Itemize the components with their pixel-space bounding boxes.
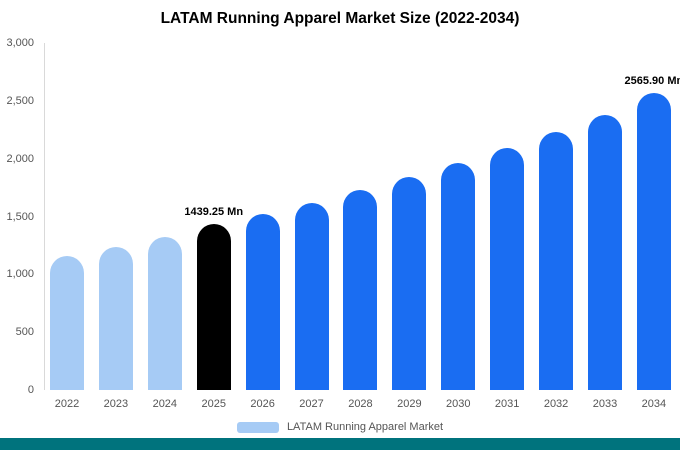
- y-tick-label: 1,500: [6, 210, 34, 223]
- chart-title: LATAM Running Apparel Market Size (2022-…: [160, 10, 520, 27]
- bar-2032[interactable]: [539, 132, 574, 390]
- bar-2034[interactable]: [636, 93, 671, 390]
- footer-strip: [0, 438, 680, 450]
- y-tick-label: 500: [15, 326, 34, 339]
- bar-2022[interactable]: [50, 255, 84, 390]
- bar-value-label: 1439.25 Mn: [184, 205, 244, 218]
- bar-2030[interactable]: [441, 163, 476, 390]
- x-axis-label: 2032: [543, 398, 569, 410]
- bar-slot: 2032: [539, 43, 574, 410]
- legend-label: LATAM Running Apparel Market: [286, 421, 444, 433]
- x-axis-label: 2027: [299, 398, 324, 410]
- bar-slot: 2027: [294, 43, 329, 410]
- bar-slot: 2023: [98, 43, 133, 410]
- x-axis-label: 2026: [250, 398, 275, 410]
- bar-2023[interactable]: [98, 246, 133, 390]
- y-tick-label: 1,000: [6, 268, 34, 281]
- x-axis-label: 2028: [348, 398, 373, 410]
- x-axis-label: 2034: [641, 398, 667, 410]
- bar-slot: 1439.25 Mn 2025: [184, 43, 243, 410]
- x-axis-label: 2025: [201, 398, 226, 410]
- y-tick-label: 3,000: [6, 37, 34, 49]
- bar-2031[interactable]: [490, 148, 525, 390]
- x-axis-label: 2031: [494, 398, 520, 410]
- bar-2029[interactable]: [392, 177, 427, 390]
- y-tick-label: 2,000: [6, 152, 34, 165]
- y-tick-label: 2,500: [6, 94, 34, 107]
- legend-swatch: [236, 421, 279, 433]
- bar-slot: 2031: [490, 43, 525, 410]
- bar-2025[interactable]: [196, 223, 231, 390]
- bar-slot: 2029: [392, 43, 427, 410]
- bar-slot: 2022: [50, 43, 84, 410]
- bar-slot: 2024: [147, 43, 182, 410]
- x-axis-label: 2029: [397, 398, 422, 410]
- x-axis-label: 2030: [446, 398, 471, 410]
- y-tick-label: 0: [27, 384, 34, 396]
- x-axis-label: 2023: [103, 398, 129, 410]
- plot-area: 2022 2023 2024 1439.25 Mn 2025 2026 2027 2028 20…: [44, 43, 680, 410]
- bar-2033[interactable]: [587, 114, 622, 390]
- bar-2024[interactable]: [147, 237, 182, 390]
- y-axis: 0 500 1,000 1,500 2,000 2,500 3,000: [0, 37, 38, 396]
- bar-value-label: 2565.90 Mn: [624, 75, 680, 88]
- bar-slot: 2026: [245, 43, 280, 410]
- bar-2027[interactable]: [294, 202, 329, 390]
- bar-slot: 2030: [441, 43, 476, 410]
- x-axis-label: 2024: [152, 398, 178, 410]
- bar-2028[interactable]: [343, 189, 378, 390]
- x-axis-label: 2022: [54, 398, 80, 410]
- legend[interactable]: LATAM Running Apparel Market: [0, 421, 680, 433]
- bar-slot: 2033: [587, 43, 622, 410]
- x-axis-label: 2033: [592, 398, 618, 410]
- bar-2026[interactable]: [245, 214, 280, 390]
- bar-slot: 2565.90 Mn 2034: [625, 43, 680, 410]
- bar-slot: 2028: [343, 43, 378, 410]
